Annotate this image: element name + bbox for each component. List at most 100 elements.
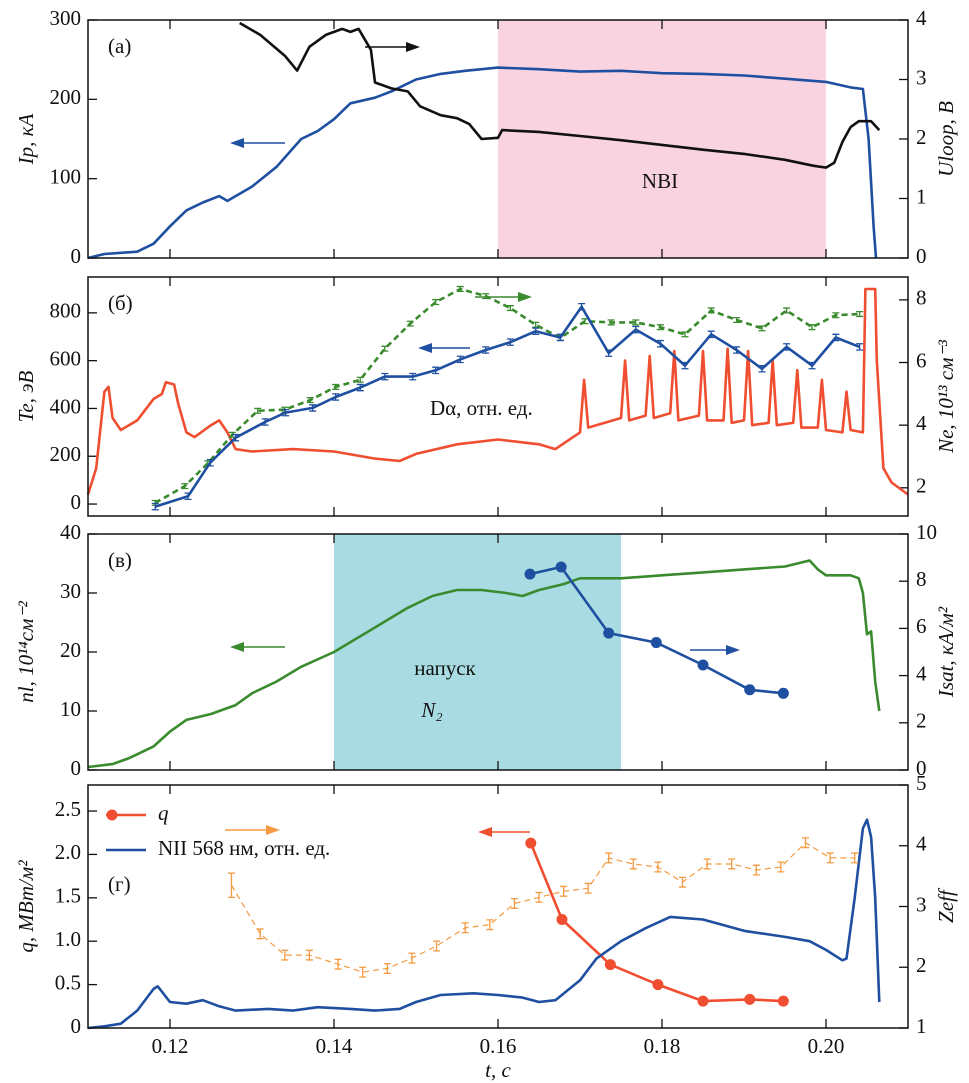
shaded-span bbox=[498, 20, 826, 258]
series-line bbox=[86, 287, 909, 496]
y-tick-label: 0 bbox=[71, 1014, 82, 1038]
error-bar bbox=[510, 897, 518, 909]
panel-frame bbox=[87, 533, 909, 771]
annotation: N₂ bbox=[420, 698, 442, 722]
error-bar bbox=[733, 316, 741, 324]
error-bar bbox=[856, 343, 864, 351]
y-tick-label: 2.0 bbox=[55, 840, 81, 864]
error-bar bbox=[851, 852, 859, 864]
error-bar bbox=[456, 355, 464, 364]
marker bbox=[697, 995, 709, 1007]
y-tick-label: 0 bbox=[71, 756, 82, 780]
error-bar bbox=[560, 885, 568, 897]
marker bbox=[556, 914, 568, 926]
marker bbox=[650, 637, 662, 649]
y2-tick-label: 0 bbox=[916, 756, 927, 780]
marker bbox=[525, 837, 537, 849]
marker bbox=[697, 659, 709, 671]
annotation: (в) bbox=[108, 548, 132, 572]
series-line bbox=[239, 21, 881, 169]
x-axis-label: t, с bbox=[485, 1058, 511, 1082]
y2-axis-label: Zeff bbox=[934, 887, 958, 923]
error-bar bbox=[707, 307, 715, 314]
arrow-head bbox=[726, 645, 740, 655]
error-bar bbox=[461, 922, 469, 934]
error-bar bbox=[832, 333, 840, 342]
error-bar bbox=[181, 483, 189, 490]
annotation: Dα, отн. ед. bbox=[430, 396, 533, 420]
marker bbox=[744, 684, 756, 696]
error-bar bbox=[254, 407, 262, 414]
y2-tick-label: 2 bbox=[916, 125, 927, 149]
error-bar bbox=[383, 962, 391, 974]
legend-marker bbox=[106, 809, 118, 821]
error-bar bbox=[584, 882, 592, 894]
error-bar bbox=[506, 305, 514, 312]
error-bar bbox=[783, 343, 791, 351]
y2-tick-label: 6 bbox=[916, 614, 927, 638]
error-bar bbox=[826, 852, 834, 864]
y2-tick-label: 2 bbox=[916, 709, 927, 733]
error-bar bbox=[679, 876, 686, 888]
error-bar bbox=[281, 949, 289, 961]
error-bar bbox=[681, 331, 689, 338]
error-bar bbox=[758, 364, 766, 373]
error-bar bbox=[802, 837, 809, 849]
series-line bbox=[87, 818, 881, 1030]
legend-label: q bbox=[158, 801, 169, 825]
error-bar bbox=[282, 408, 290, 417]
error-bar bbox=[856, 311, 864, 318]
y2-tick-label: 10 bbox=[916, 520, 937, 544]
y-tick-label: 10 bbox=[60, 697, 81, 721]
marker bbox=[777, 687, 789, 699]
error-bar bbox=[605, 349, 613, 357]
error-bar bbox=[332, 383, 340, 390]
arrow-head bbox=[418, 343, 432, 353]
marker bbox=[744, 993, 756, 1005]
error-bar bbox=[381, 345, 389, 352]
error-bar bbox=[359, 966, 367, 978]
error-bar bbox=[432, 366, 440, 375]
annotation: NBI bbox=[642, 169, 678, 193]
arrow-head bbox=[478, 827, 492, 837]
error-bar bbox=[356, 383, 364, 392]
error-bar bbox=[758, 325, 766, 332]
error-bar bbox=[334, 958, 342, 970]
y2-tick-label: 1 bbox=[916, 1014, 927, 1038]
arrow-head bbox=[406, 42, 420, 52]
error-bar bbox=[752, 864, 760, 876]
x-tick-label: 0.16 bbox=[480, 1034, 517, 1058]
marker bbox=[555, 561, 567, 573]
y-tick-label: 400 bbox=[50, 394, 82, 418]
series-line bbox=[230, 842, 855, 973]
marker bbox=[603, 627, 615, 639]
y-axis-label: Te, эВ bbox=[14, 371, 38, 423]
error-bar bbox=[256, 928, 264, 940]
error-bar bbox=[707, 330, 715, 339]
y2-axis-label: Uloop, В bbox=[934, 101, 958, 177]
error-bar bbox=[656, 324, 664, 331]
y-tick-label: 800 bbox=[50, 299, 82, 323]
y-tick-label: 0 bbox=[71, 490, 82, 514]
y-tick-label: 20 bbox=[60, 638, 81, 662]
y2-tick-label: 3 bbox=[916, 65, 927, 89]
y-tick-label: 30 bbox=[60, 579, 81, 603]
error-bar bbox=[605, 852, 613, 864]
error-bar bbox=[532, 321, 540, 328]
marker bbox=[604, 959, 616, 971]
y2-tick-label: 4 bbox=[916, 6, 927, 30]
series-line bbox=[87, 559, 881, 769]
error-bar bbox=[656, 339, 664, 348]
error-bar bbox=[783, 307, 791, 314]
error-bar bbox=[808, 361, 816, 370]
panel-frame bbox=[87, 784, 909, 1029]
error-bar bbox=[681, 361, 689, 370]
error-bar bbox=[456, 285, 464, 292]
shaded-span bbox=[334, 534, 621, 770]
error-bar bbox=[408, 952, 416, 964]
arrow-head bbox=[230, 642, 244, 652]
y-tick-label: 2.5 bbox=[55, 797, 81, 821]
x-tick-label: 0.14 bbox=[316, 1034, 353, 1058]
y-axis-label: nl, 10¹⁴см⁻² bbox=[14, 601, 38, 703]
error-bar bbox=[261, 418, 269, 426]
